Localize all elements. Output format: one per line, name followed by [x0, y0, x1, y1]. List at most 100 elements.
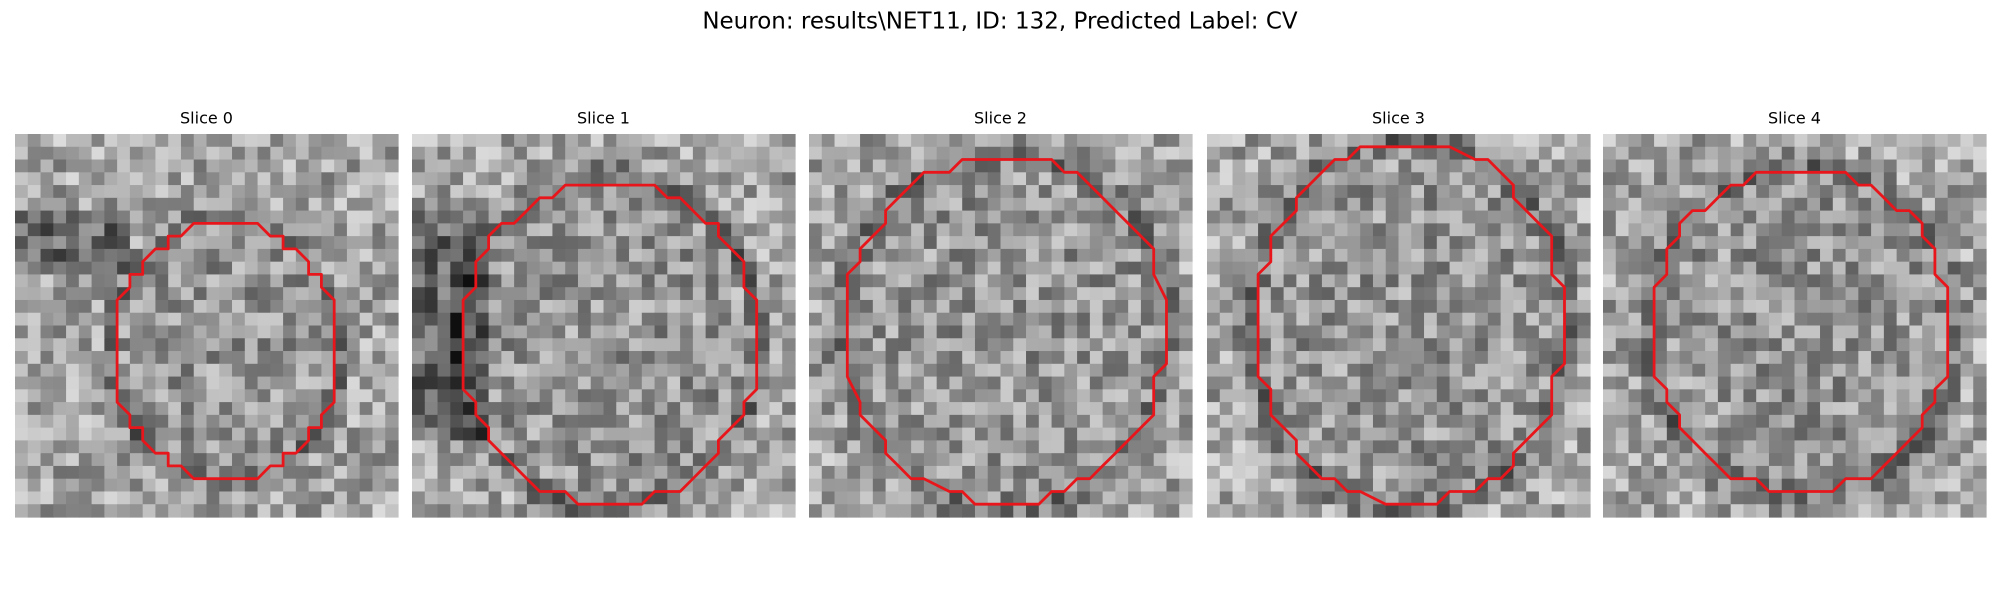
pixel: [860, 274, 874, 288]
pixel: [923, 159, 938, 173]
pixel: [1845, 363, 1859, 378]
pixel: [577, 427, 592, 441]
pixel: [1038, 134, 1053, 148]
pixel: [1603, 159, 1617, 173]
pixel: [847, 210, 861, 224]
pixel: [923, 338, 938, 352]
pixel: [1845, 427, 1859, 441]
pixel: [193, 491, 208, 505]
pixel: [1730, 351, 1745, 365]
pixel: [1896, 197, 1910, 212]
pixel: [987, 427, 1002, 441]
pixel: [270, 504, 284, 518]
pixel: [641, 248, 656, 263]
pixel: [1858, 236, 1872, 250]
pixel: [53, 504, 67, 518]
pixel: [987, 440, 1002, 454]
pixel: [526, 146, 541, 161]
pixel: [705, 210, 719, 224]
pixel: [847, 363, 861, 378]
pixel: [1207, 376, 1221, 390]
pixel: [1219, 504, 1234, 518]
pixel: [718, 351, 732, 365]
pixel: [1385, 197, 1400, 212]
pixel: [821, 338, 836, 352]
pixel: [1102, 427, 1116, 441]
pixel: [962, 363, 976, 378]
pixel: [565, 159, 579, 173]
pixel: [1232, 299, 1246, 314]
pixel: [53, 134, 67, 148]
pixel: [782, 172, 796, 186]
pixel: [1115, 453, 1129, 467]
pixel: [283, 248, 297, 263]
pixel: [219, 338, 233, 352]
pixel: [1896, 223, 1910, 237]
pixel: [283, 312, 297, 327]
pixel: [731, 197, 745, 212]
pixel: [1270, 402, 1285, 416]
pixel: [1232, 159, 1246, 173]
pixel: [1064, 491, 1078, 505]
pixel: [142, 376, 157, 390]
pixel: [705, 389, 719, 403]
pixel: [1679, 287, 1693, 301]
pixel: [15, 274, 29, 288]
pixel: [308, 159, 322, 173]
pixel: [616, 312, 630, 327]
pixel: [1487, 363, 1502, 378]
pixel: [1232, 146, 1246, 161]
pixel: [1692, 414, 1706, 429]
pixel: [629, 389, 643, 403]
pixel: [705, 312, 719, 327]
pixel: [1564, 338, 1578, 352]
pixel: [53, 274, 67, 288]
pixel: [1270, 248, 1285, 263]
pixel: [974, 134, 989, 148]
pixel: [1270, 299, 1285, 314]
pixel: [705, 414, 719, 429]
pixel: [1398, 287, 1412, 301]
pixel: [1883, 223, 1898, 237]
pixel: [1258, 453, 1272, 467]
pixel: [1321, 414, 1336, 429]
pixel: [1692, 325, 1706, 339]
pixel: [283, 491, 297, 505]
pixel: [1270, 389, 1285, 403]
pixel: [334, 248, 348, 263]
pixel: [78, 210, 93, 224]
pixel: [295, 389, 310, 403]
pixel: [1768, 185, 1783, 199]
pixel: [270, 299, 284, 314]
pixel: [962, 287, 976, 301]
pixel: [743, 248, 758, 263]
pixel: [526, 363, 541, 378]
pixel: [1140, 351, 1155, 365]
pixel: [168, 389, 182, 403]
pixel: [501, 478, 515, 493]
pixel: [463, 236, 477, 250]
pixel: [1089, 351, 1104, 365]
pixel: [1526, 287, 1540, 301]
pixel: [15, 261, 29, 276]
pixel: [1820, 134, 1834, 148]
pixel: [847, 351, 861, 365]
pixel: [295, 363, 310, 378]
pixel: [1883, 402, 1898, 416]
pixel: [78, 491, 93, 505]
pixel: [385, 402, 399, 416]
pixel: [206, 210, 220, 224]
pixel: [1013, 236, 1027, 250]
pixel: [295, 402, 310, 416]
pixel: [782, 312, 796, 327]
pixel: [1947, 287, 1962, 301]
pixel: [270, 159, 284, 173]
pixel: [1973, 197, 1987, 212]
pixel: [1128, 491, 1142, 505]
pixel: [1781, 274, 1796, 288]
pixel: [1692, 248, 1706, 263]
pixel: [321, 504, 335, 518]
pixel: [104, 274, 118, 288]
pixel: [1000, 389, 1014, 403]
pixel: [463, 261, 477, 276]
